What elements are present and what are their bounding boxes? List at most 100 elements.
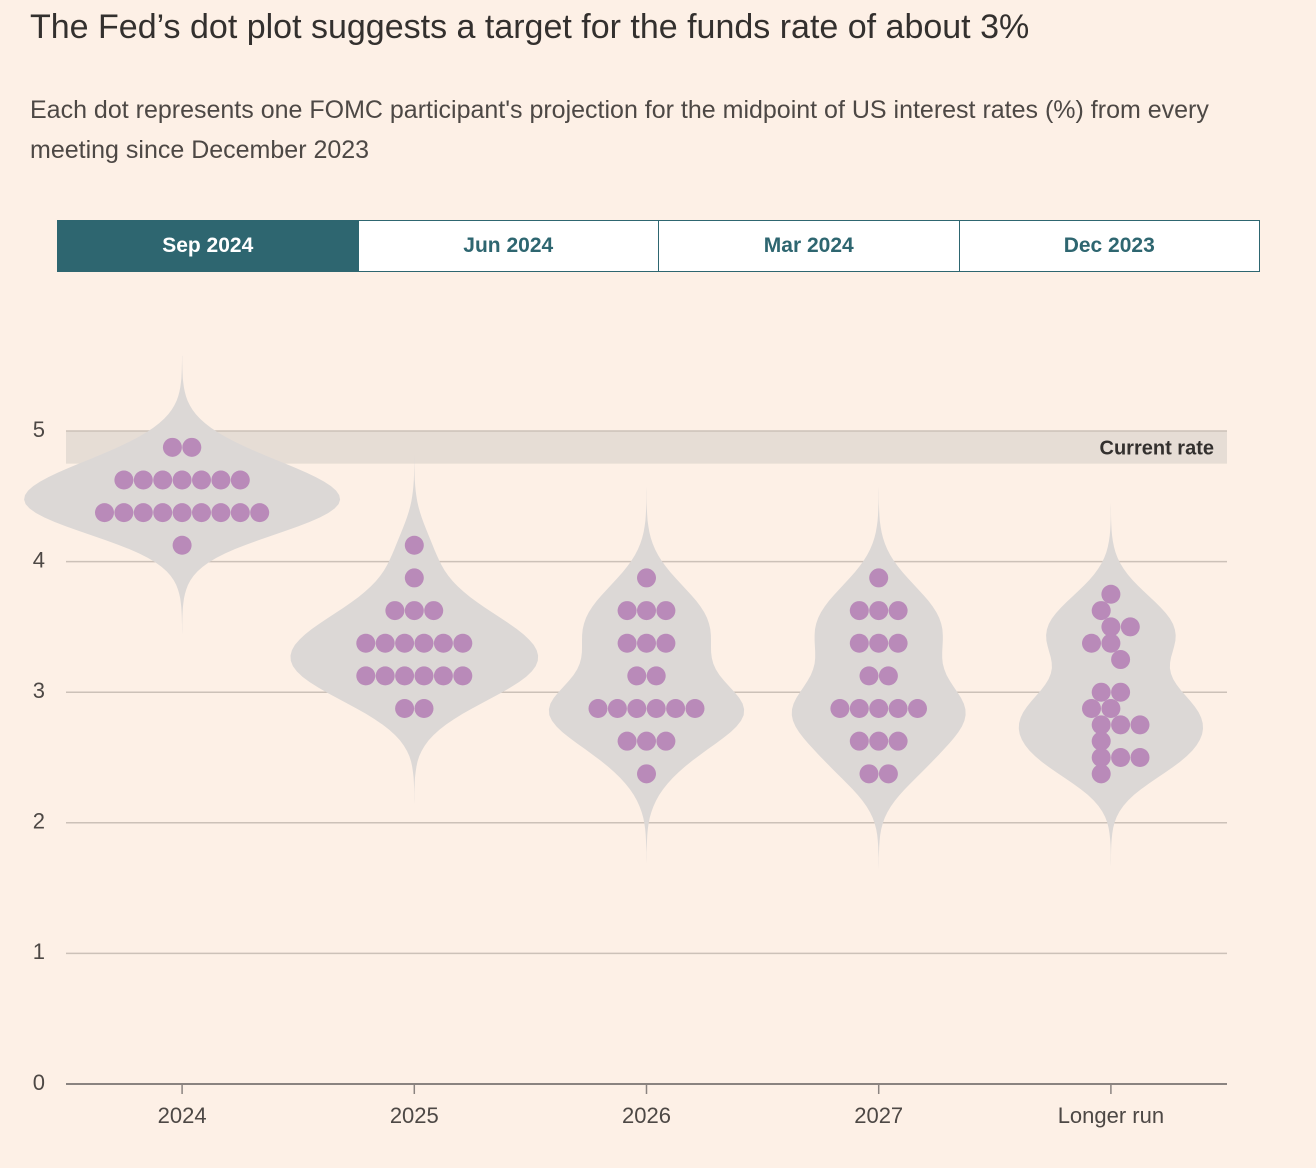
dot [888, 633, 908, 653]
dot [1111, 748, 1131, 767]
dot [385, 601, 405, 621]
x-tick-label: 2027 [854, 1103, 903, 1128]
dot [849, 633, 869, 653]
dot [1130, 748, 1150, 767]
dot [211, 503, 231, 523]
dot [356, 633, 376, 653]
dot [1101, 617, 1121, 637]
dot [192, 503, 211, 523]
dot [172, 470, 192, 490]
dot [637, 731, 656, 751]
dot [375, 666, 395, 686]
dot [404, 601, 424, 621]
dot [1111, 650, 1131, 670]
dot [666, 699, 686, 719]
dot [637, 633, 656, 653]
dot [424, 601, 444, 621]
y-tick-label: 2 [33, 809, 45, 834]
dot [1091, 601, 1111, 621]
dot [849, 699, 869, 719]
dot [888, 699, 908, 719]
tab[interactable]: Jun 2024 [357, 220, 659, 272]
dot [617, 633, 637, 653]
y-tick-label: 0 [33, 1070, 45, 1095]
dot [627, 699, 647, 719]
violin [24, 355, 341, 716]
dot [1101, 633, 1121, 653]
dot [414, 699, 434, 719]
x-tick-label: 2026 [622, 1103, 671, 1128]
dot [656, 601, 676, 621]
dot [830, 699, 850, 719]
violin [290, 453, 539, 879]
dot [1091, 715, 1111, 735]
dot [414, 633, 434, 653]
dot [1111, 682, 1131, 702]
dot [192, 470, 211, 490]
dot [869, 699, 889, 719]
y-tick-label: 1 [33, 939, 45, 964]
dot [869, 731, 889, 751]
dot [404, 535, 424, 555]
dot [1091, 764, 1111, 784]
current-rate-label: Current rate [1100, 438, 1214, 460]
dot [1101, 699, 1121, 719]
dot [849, 731, 869, 751]
dot [617, 731, 637, 751]
dot [685, 699, 705, 719]
dot [1091, 731, 1111, 751]
dot [375, 633, 395, 653]
dot [356, 666, 376, 686]
dot [1101, 584, 1121, 604]
dot [433, 666, 453, 686]
dot [395, 666, 415, 686]
dot [453, 666, 473, 686]
dot [637, 568, 656, 588]
dot [162, 437, 182, 457]
dot [646, 666, 666, 686]
dot [859, 666, 879, 686]
dot [869, 568, 889, 588]
dot [230, 470, 250, 490]
dot [656, 633, 676, 653]
dot [114, 470, 134, 490]
tab-bar: Sep 2024 Jun 2024 Mar 2024 Dec 2023 [57, 220, 1260, 272]
x-tick-label: 2025 [390, 1103, 439, 1128]
x-tick-label: 2024 [158, 1103, 207, 1128]
dot [869, 633, 889, 653]
dot [849, 601, 869, 621]
violin [548, 486, 745, 944]
dot [627, 666, 647, 686]
dot [433, 633, 453, 653]
dot [133, 470, 153, 490]
dot [637, 601, 656, 621]
dot [888, 601, 908, 621]
dot [588, 699, 608, 719]
y-tick-label: 4 [33, 547, 45, 572]
dot [888, 731, 908, 751]
dot [172, 503, 192, 523]
dot [453, 633, 473, 653]
dot [153, 470, 173, 490]
chart-subtitle: Each dot represents one FOMC participant… [30, 96, 1209, 164]
dot [250, 503, 270, 523]
dot [95, 503, 114, 523]
y-tick-label: 3 [33, 678, 45, 703]
dot [114, 503, 134, 523]
dot [133, 503, 153, 523]
dot [182, 437, 202, 457]
dot [656, 731, 676, 751]
dot [211, 470, 231, 490]
dot [646, 699, 666, 719]
dot [414, 666, 434, 686]
dot [607, 699, 627, 719]
dot [1120, 617, 1140, 637]
x-tick-label: Longer run [1058, 1103, 1164, 1128]
dot [230, 503, 250, 523]
dot [395, 633, 415, 653]
tab[interactable]: Dec 2023 [958, 220, 1260, 272]
dot [908, 699, 927, 719]
dot [172, 535, 192, 555]
